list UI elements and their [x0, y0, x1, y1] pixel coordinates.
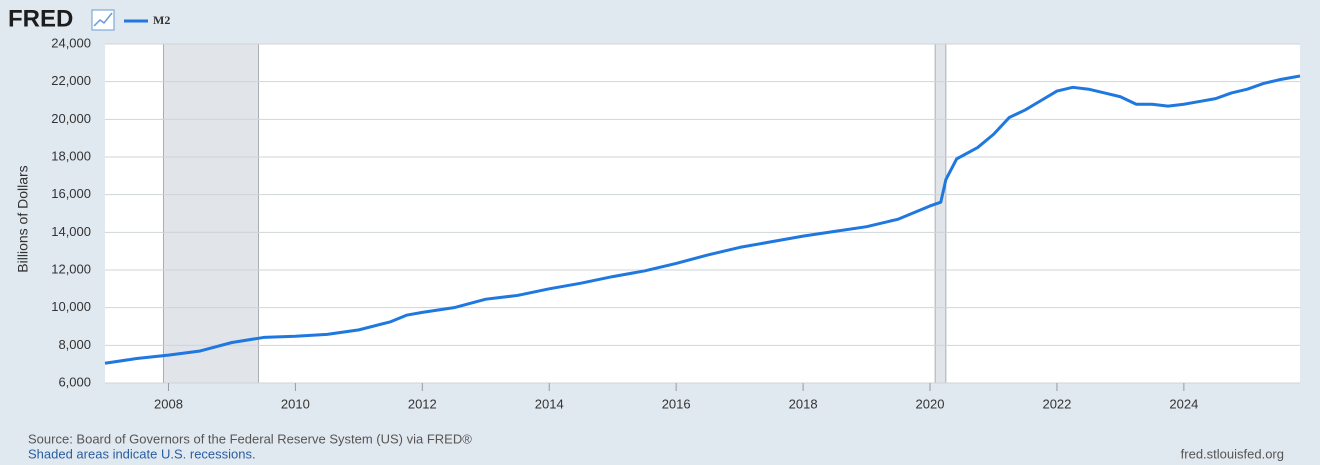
y-tick-label: 16,000 [51, 186, 91, 201]
x-tick-label: 2016 [662, 396, 691, 411]
x-tick-label: 2022 [1042, 396, 1071, 411]
logo: FRED [8, 5, 73, 32]
x-tick-label: 2008 [154, 396, 183, 411]
plot-area [105, 44, 1300, 383]
x-tick-label: 2014 [535, 396, 564, 411]
recession-note[interactable]: Shaded areas indicate U.S. recessions. [28, 446, 256, 461]
site-url[interactable]: fred.stlouisfed.org [1181, 446, 1284, 461]
y-tick-label: 10,000 [51, 299, 91, 314]
y-tick-label: 6,000 [58, 374, 91, 389]
source: Source: Board of Governors of the Federa… [28, 431, 472, 446]
y-tick-label: 20,000 [51, 111, 91, 126]
recession-band [162, 43, 259, 384]
y-tick-label: 24,000 [51, 35, 91, 50]
y-tick-label: 18,000 [51, 148, 91, 163]
y-tick-label: 8,000 [58, 337, 91, 352]
x-tick-label: 2020 [916, 396, 945, 411]
legend-label: M2 [153, 13, 170, 27]
x-tick-label: 2018 [789, 396, 818, 411]
y-axis-label: Billions of Dollars [15, 165, 31, 272]
y-tick-label: 14,000 [51, 224, 91, 239]
x-tick-label: 2024 [1169, 396, 1198, 411]
logo-icon [91, 9, 115, 31]
x-tick-label: 2010 [281, 396, 310, 411]
recession-band [934, 43, 947, 384]
y-tick-label: 12,000 [51, 261, 91, 276]
series-line [104, 74, 1301, 365]
y-tick-label: 22,000 [51, 73, 91, 88]
x-tick-label: 2012 [408, 396, 437, 411]
